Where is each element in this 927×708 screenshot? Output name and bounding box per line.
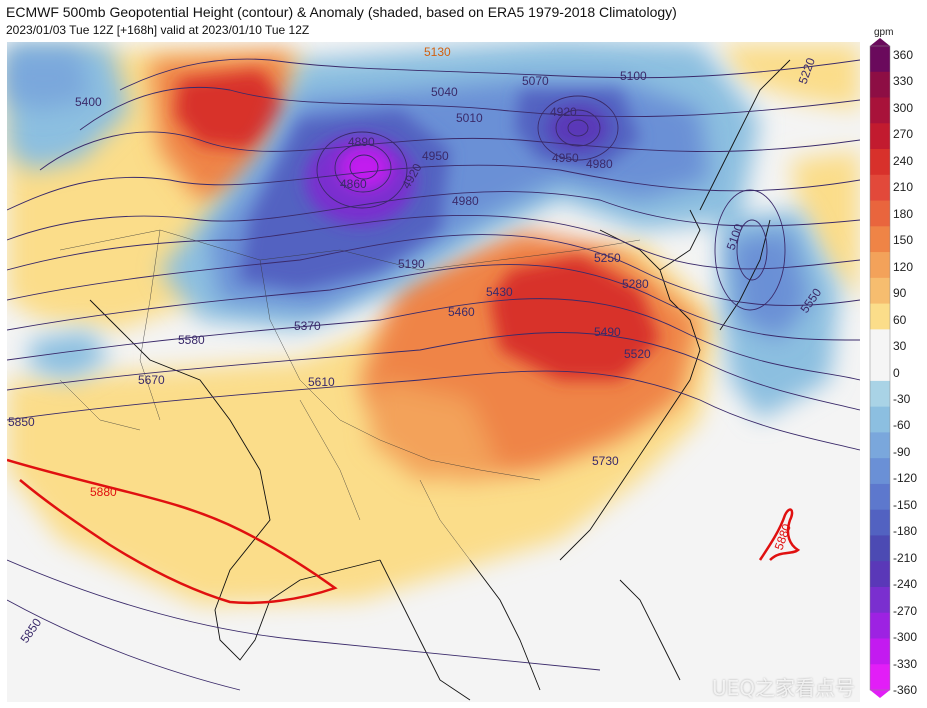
contour-label: 5130 <box>424 45 451 59</box>
colorbar-segment <box>870 509 890 536</box>
contour-label: 5100 <box>620 69 647 83</box>
colorbar-tick-label: -330 <box>893 656 918 671</box>
colorbar-segment <box>870 277 890 305</box>
colorbar-tick-label: 300 <box>893 100 914 115</box>
contour-label: 4980 <box>586 157 613 171</box>
contour-label: 4920 <box>550 105 577 119</box>
colorbar-segment <box>870 535 890 562</box>
contour-label: 5580 <box>178 333 205 347</box>
colorbar-tick-label: 30 <box>893 339 907 354</box>
chart-title: ECMWF 500mb Geopotential Height (contour… <box>6 4 677 20</box>
colorbar-segment <box>870 71 890 99</box>
5880-contour <box>7 458 801 605</box>
colorbar-tick-label: -120 <box>893 471 918 486</box>
colorbar-arrow-top <box>870 38 890 46</box>
colorbar <box>870 38 890 698</box>
colorbar-segment <box>870 483 890 511</box>
colorbar-tick-label: -180 <box>893 524 918 539</box>
colorbar-segment <box>870 355 890 382</box>
negative-anomaly-extreme <box>305 106 608 225</box>
contour-label: 5730 <box>592 454 619 468</box>
contour-label: 5250 <box>594 251 621 265</box>
contour-label: 5610 <box>308 375 335 389</box>
anomaly-shading <box>7 42 860 702</box>
colorbar-segment <box>870 252 890 279</box>
colorbar-tick-label: 210 <box>893 180 914 195</box>
colorbar-tick-label: -240 <box>893 577 918 592</box>
contour-label: 5460 <box>448 305 475 319</box>
colorbar-segment <box>870 458 890 485</box>
contour-label: 5520 <box>624 347 651 361</box>
positive-anomaly-strong <box>175 70 660 380</box>
colorbar-tick-label: 330 <box>893 74 914 89</box>
colorbar-tick-label: 120 <box>893 259 914 274</box>
colorbar-tick-label: 270 <box>893 127 914 142</box>
colorbar-tick-label: -300 <box>893 630 918 645</box>
chart-subtitle: 2023/01/03 Tue 12Z [+168h] valid at 2023… <box>6 23 310 37</box>
colorbar-frame <box>869 45 891 691</box>
contour-label: 5670 <box>138 373 165 387</box>
colorbar-tick-label: -360 <box>893 683 918 697</box>
colorbar-segment <box>870 561 890 588</box>
colorbar-arrow-bottom <box>870 690 890 698</box>
contour-label: 5280 <box>622 277 649 291</box>
colorbar-segment <box>870 46 890 73</box>
contour-label: 5880 <box>90 485 117 499</box>
contour-label: 5070 <box>522 74 549 88</box>
colorbar-segment <box>870 329 890 356</box>
colorbar-segment <box>870 226 890 253</box>
country-borders <box>59 229 641 561</box>
colorbar-tick-label: -60 <box>893 418 911 433</box>
colorbar-segment <box>870 149 890 176</box>
contour-label: 4950 <box>422 149 449 163</box>
colorbar-segment <box>870 612 890 639</box>
watermark: UEQ之家看点号 <box>712 676 856 700</box>
colorbar-tick-label: 90 <box>893 286 907 301</box>
colorbar-tick-label: -30 <box>893 391 911 406</box>
colorbar-tick-label: 0 <box>893 365 900 380</box>
contour-label: 5010 <box>456 111 483 125</box>
contour-label: 5850 <box>8 415 35 429</box>
colorbar-segment <box>870 638 890 665</box>
colorbar-unit: gpm <box>874 27 894 38</box>
contour-label: 4950 <box>552 151 579 165</box>
contour-label: 5430 <box>486 285 513 299</box>
height-contours <box>7 58 860 691</box>
colorbar-tick-label: -90 <box>893 444 911 459</box>
contour-label: 5400 <box>75 95 102 109</box>
colorbar-segment <box>870 432 890 459</box>
contour-label: 5490 <box>594 325 621 339</box>
contour-label: 5370 <box>294 319 321 333</box>
colorbar-tick-label: 360 <box>893 48 914 62</box>
colorbar-tick-label: -270 <box>893 603 918 618</box>
contour-label: 4860 <box>340 177 367 191</box>
colorbar-tick-label: 150 <box>893 233 914 248</box>
colorbar-segment <box>870 303 890 330</box>
colorbar-tick-label: 60 <box>893 312 907 327</box>
colorbar-segment <box>870 380 890 408</box>
colorbar-segment <box>870 406 890 433</box>
colorbar-segment <box>870 174 890 202</box>
colorbar-tick-label: 180 <box>893 206 914 221</box>
contour-label: 5190 <box>398 257 425 271</box>
colorbar-segment <box>870 664 890 691</box>
contour-label: 4890 <box>348 135 375 149</box>
colorbar-segment <box>870 123 890 150</box>
colorbar-segment <box>870 97 890 124</box>
contour-label: 5040 <box>431 85 458 99</box>
colorbar-segment <box>870 200 890 227</box>
colorbar-tick-label: -150 <box>893 497 918 512</box>
coastlines <box>89 59 791 701</box>
colorbar-tick-label: -210 <box>893 550 918 565</box>
contour-label: 4980 <box>452 194 479 208</box>
colorbar-segment <box>870 586 890 614</box>
colorbar-tick-label: 240 <box>893 153 914 168</box>
